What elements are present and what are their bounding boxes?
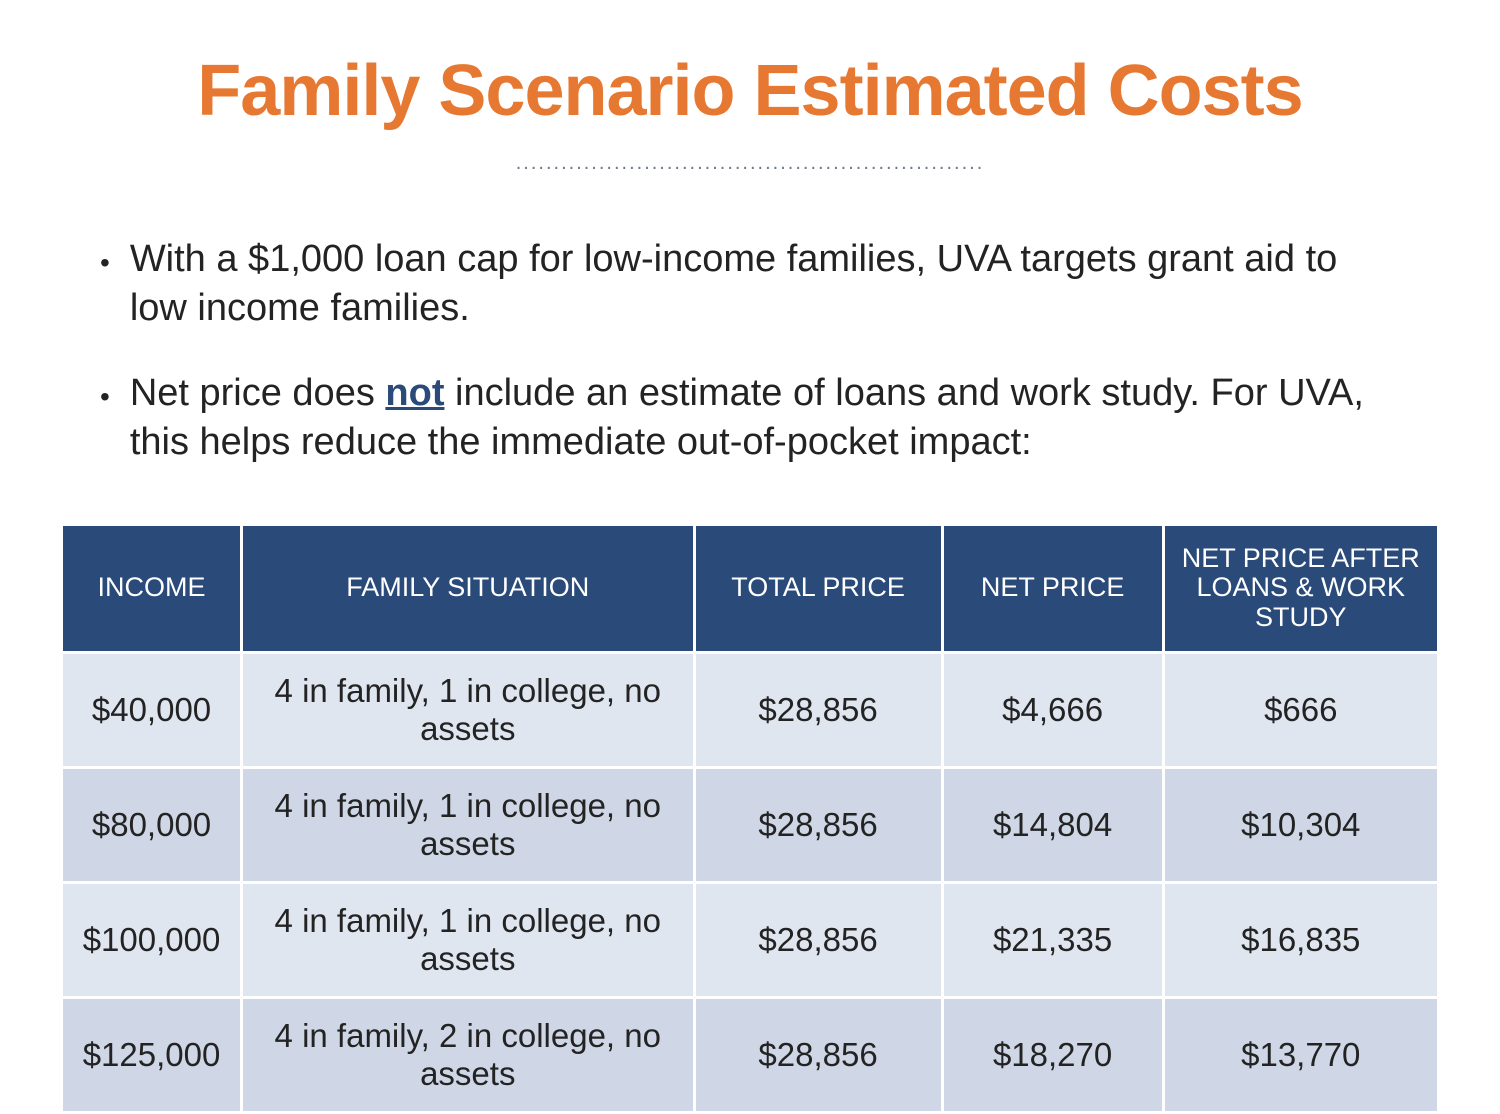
cell-family: 4 in family, 1 in college, no assets (243, 769, 692, 881)
cell-family: 4 in family, 1 in college, no assets (243, 884, 692, 996)
bullet-text-segment: Net price does (130, 372, 386, 414)
bullet-text-segment: With a $1,000 loan cap for low-income fa… (130, 238, 1337, 329)
table-row: $40,000 4 in family, 1 in college, no as… (63, 654, 1437, 766)
dotted-separator: ........................................… (40, 152, 1460, 175)
cell-net: $21,335 (944, 884, 1162, 996)
table-header-row: INCOME FAMILY SITUATION TOTAL PRICE NET … (63, 526, 1437, 651)
bullet-text: With a $1,000 loan cap for low-income fa… (130, 235, 1400, 334)
page-title: Family Scenario Estimated Costs (40, 50, 1460, 132)
cell-total: $28,856 (696, 999, 941, 1111)
cell-after: $16,835 (1165, 884, 1437, 996)
cell-after: $10,304 (1165, 769, 1437, 881)
table-header-total: TOTAL PRICE (696, 526, 941, 651)
table-row: $80,000 4 in family, 1 in college, no as… (63, 769, 1437, 881)
cell-family: 4 in family, 1 in college, no assets (243, 654, 692, 766)
cost-table: INCOME FAMILY SITUATION TOTAL PRICE NET … (60, 523, 1440, 1114)
bullet-dot-icon: • (100, 379, 110, 415)
cell-family: 4 in family, 2 in college, no assets (243, 999, 692, 1111)
cost-table-container: INCOME FAMILY SITUATION TOTAL PRICE NET … (40, 523, 1460, 1114)
table-row: $125,000 4 in family, 2 in college, no a… (63, 999, 1437, 1111)
cell-net: $4,666 (944, 654, 1162, 766)
cell-income: $125,000 (63, 999, 240, 1111)
bullet-text: Net price does not include an estimate o… (130, 369, 1400, 468)
cell-after: $13,770 (1165, 999, 1437, 1111)
bullet-emphasized: not (385, 372, 444, 414)
bullet-item: • With a $1,000 loan cap for low-income … (100, 235, 1400, 334)
table-header-after: NET PRICE AFTER LOANS & WORK STUDY (1165, 526, 1437, 651)
table-header-net: NET PRICE (944, 526, 1162, 651)
bullet-dot-icon: • (100, 245, 110, 281)
cell-net: $18,270 (944, 999, 1162, 1111)
bullet-list: • With a $1,000 loan cap for low-income … (40, 235, 1460, 468)
cell-income: $80,000 (63, 769, 240, 881)
table-header-income: INCOME (63, 526, 240, 651)
cell-income: $100,000 (63, 884, 240, 996)
cell-after: $666 (1165, 654, 1437, 766)
bullet-item: • Net price does not include an estimate… (100, 369, 1400, 468)
cell-total: $28,856 (696, 654, 941, 766)
table-body: $40,000 4 in family, 1 in college, no as… (63, 654, 1437, 1111)
cell-total: $28,856 (696, 884, 941, 996)
cell-total: $28,856 (696, 769, 941, 881)
cell-income: $40,000 (63, 654, 240, 766)
table-header-family: FAMILY SITUATION (243, 526, 692, 651)
cell-net: $14,804 (944, 769, 1162, 881)
table-row: $100,000 4 in family, 1 in college, no a… (63, 884, 1437, 996)
